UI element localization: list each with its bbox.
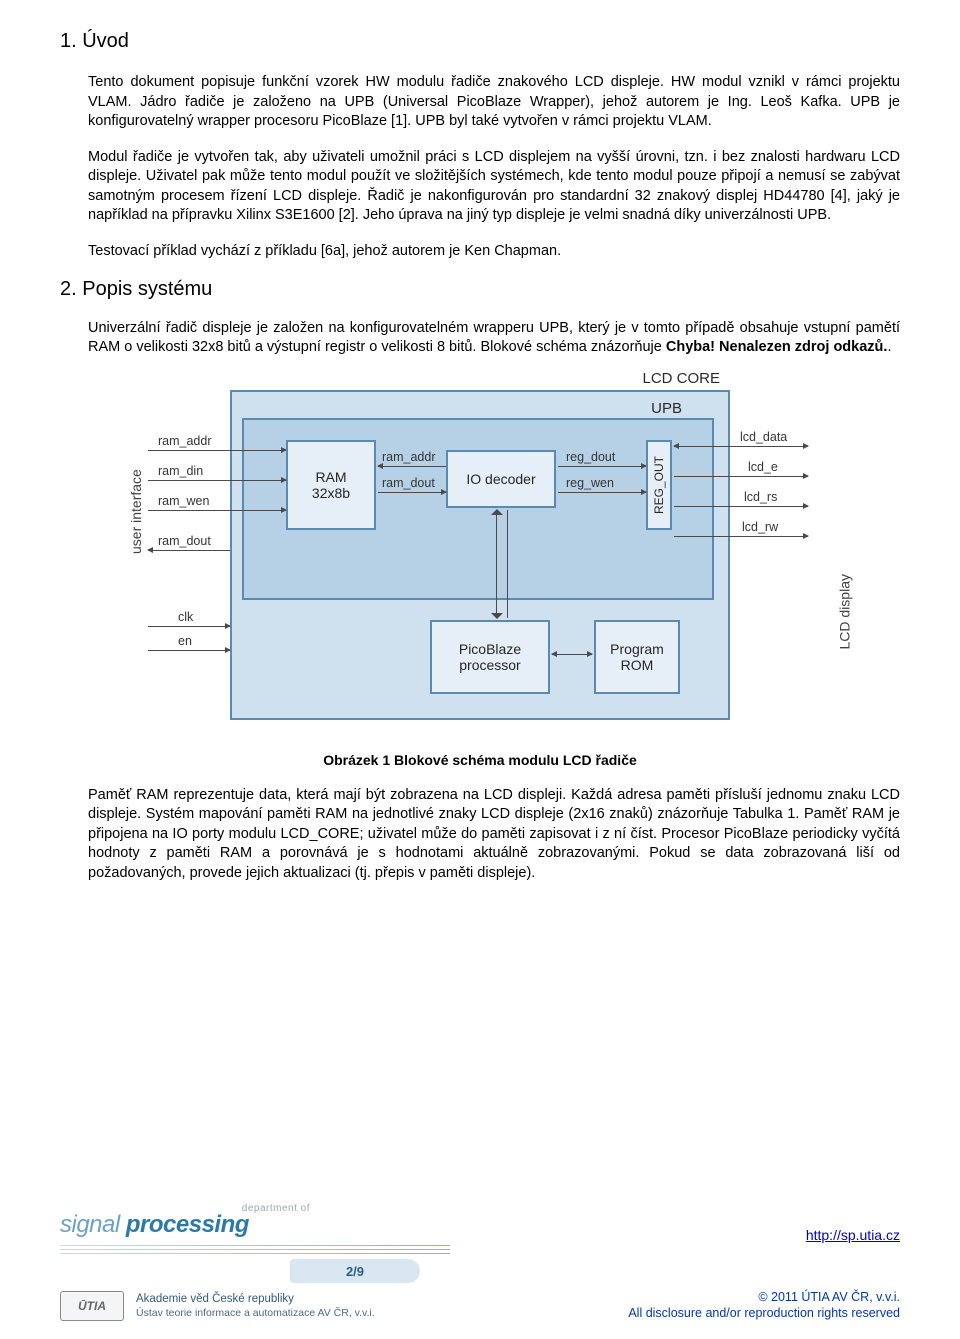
sig-mid-ram-dout: ram_dout	[382, 476, 435, 490]
sig-lcd-e: lcd_e	[748, 460, 778, 474]
sig-reg-dout: reg_dout	[566, 450, 615, 464]
sig-ram-dout: ram_dout	[158, 534, 211, 548]
program-rom-block: ProgramROM	[594, 620, 680, 694]
page-number: 2/9	[290, 1259, 420, 1283]
sig-mid-ram-addr: ram_addr	[382, 450, 436, 464]
sig-ram-din: ram_din	[158, 464, 203, 478]
line-mid-ram-dout	[378, 492, 446, 493]
sp-logo: department of signal processing	[60, 1203, 340, 1236]
section-1-p1: Tento dokument popisuje funkční vzorek H…	[88, 73, 900, 132]
line-lcd-rw	[674, 536, 808, 537]
utia-text: Akademie věd České republiky Ústav teori…	[136, 1292, 375, 1320]
line-mid-ram-addr	[378, 466, 446, 467]
page-footer: department of signal processing http://s…	[0, 1199, 960, 1339]
line-pico-rom	[552, 654, 592, 655]
sig-en: en	[178, 634, 192, 648]
line-lcd-data	[674, 446, 808, 447]
block-diagram: LCD CORE UPB RAM32x8b IO decoder REG_OUT…	[130, 374, 830, 734]
figure-caption: Obrázek 1 Blokové schéma modulu LCD řadi…	[60, 752, 900, 768]
diagram-title-outer: LCD CORE	[642, 370, 720, 387]
sp-name: signal processing	[60, 1214, 340, 1236]
section-1-p2: Modul řadiče je vytvořen tak, aby uživat…	[88, 148, 900, 226]
sig-lcd-rs: lcd_rs	[744, 490, 777, 504]
line-lcd-e	[674, 476, 808, 477]
section-2-p3: Paměť RAM reprezentuje data, která mají …	[88, 786, 900, 884]
line-reg-wen	[558, 492, 646, 493]
user-interface-label: user interface	[128, 469, 144, 554]
section-1-heading: 1. Úvod	[60, 30, 900, 53]
sig-ram-wen: ram_wen	[158, 494, 209, 508]
line-ram-din	[148, 480, 286, 481]
section-1-p3: Testovací příklad vychází z příkladu [6a…	[88, 242, 900, 262]
line-io-pico	[496, 510, 508, 618]
diagram-title-upb: UPB	[651, 400, 682, 417]
line-reg-dout	[558, 466, 646, 467]
sig-lcd-data: lcd_data	[740, 430, 787, 444]
section-2-p1: Univerzální řadič displeje je založen na…	[88, 319, 900, 358]
utia-logo: ŪTIA Akademie věd České republiky Ústav …	[60, 1291, 375, 1321]
sp-decor-lines	[60, 1245, 450, 1259]
line-ram-wen	[148, 510, 286, 511]
line-en	[148, 650, 230, 651]
line-ram-dout	[148, 550, 230, 551]
sig-ram-addr: ram_addr	[158, 434, 212, 448]
line-clk	[148, 626, 230, 627]
line-ram-addr	[148, 450, 286, 451]
error-ref-bold: Chyba! Nenalezen zdroj odkazů.	[666, 339, 888, 355]
lcd-display-label: LCD display	[836, 574, 852, 649]
copyright: © 2011 ÚTIA AV ČR, v.v.i. All disclosure…	[628, 1289, 900, 1322]
utia-badge: ŪTIA	[60, 1291, 124, 1321]
picoblaze-block: PicoBlazeprocessor	[430, 620, 550, 694]
section-2-heading: 2. Popis systému	[60, 278, 900, 301]
ram-block: RAM32x8b	[286, 440, 376, 530]
sig-clk: clk	[178, 610, 193, 624]
sig-reg-wen: reg_wen	[566, 476, 614, 490]
line-lcd-rs	[674, 506, 808, 507]
reg-out-block: REG_OUT	[646, 440, 672, 530]
footer-link[interactable]: http://sp.utia.cz	[806, 1227, 900, 1243]
io-decoder-block: IO decoder	[446, 450, 556, 508]
sig-lcd-rw: lcd_rw	[742, 520, 778, 534]
